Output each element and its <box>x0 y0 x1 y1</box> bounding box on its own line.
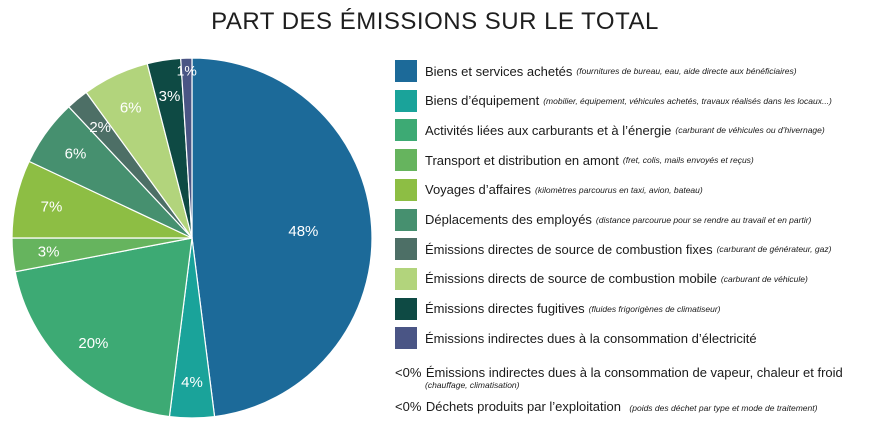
zero-prefix: <0% <box>395 365 422 380</box>
legend-item: Transport et distribution en amont (fret… <box>395 147 754 173</box>
legend-label: Déchets produits par l’exploitation <box>425 399 621 414</box>
legend-note: (poids des déchet par type et mode de tr… <box>629 403 818 413</box>
legend-swatch <box>395 149 417 172</box>
legend-swatch <box>395 119 417 142</box>
legend-item: Émissions directs de source de combustio… <box>395 266 808 292</box>
legend-label: Transport et distribution en amont <box>425 152 619 168</box>
slice-label: 2% <box>89 119 111 136</box>
legend-note: (fret, colis, mails envoyés et reçus) <box>622 155 754 166</box>
legend-note: (mobilier, équipement, véhicules achetés… <box>543 95 832 106</box>
zero-prefix: <0% <box>395 399 422 414</box>
legend-label: Émissions indirectes dues à la consommat… <box>425 330 757 346</box>
legend-note: (carburant de véhicules ou d’hivernage) <box>675 125 825 136</box>
legend-swatch <box>395 238 417 261</box>
legend-note: (fournitures de bureau, eau, aide direct… <box>576 66 797 76</box>
legend-swatch <box>395 208 417 231</box>
legend-label: Biens et services achetés <box>425 63 573 79</box>
legend-item: Émissions indirectes dues à la consommat… <box>395 325 761 351</box>
legend-note: (distance parcourue pour se rendre au tr… <box>595 214 812 225</box>
legend-item: Activités liées aux carburants et à l’én… <box>395 117 825 143</box>
legend-label: Voyages d’affaires <box>425 182 531 198</box>
legend-label: Activités liées aux carburants et à l’én… <box>425 122 672 138</box>
legend-swatch <box>395 267 417 290</box>
legend-label: Émissions directs de source de combustio… <box>425 271 717 287</box>
slice-label: 4% <box>181 374 203 391</box>
legend-note: (chauffage, climatisation) <box>425 380 520 390</box>
pie-slice <box>191 57 373 418</box>
slice-label: 7% <box>41 199 63 216</box>
legend-note: (kilomètres parcourus en taxi, avion, ba… <box>535 184 703 195</box>
legend-item: Voyages d’affaires (kilomètres parcourus… <box>395 177 703 203</box>
legend-swatch <box>395 60 417 82</box>
legend-swatch <box>395 178 417 201</box>
legend-swatch <box>395 297 417 320</box>
legend-zero-item: <0% Émissions indirectes dues à la conso… <box>395 364 843 390</box>
legend-swatch <box>395 327 417 350</box>
slice-label: 6% <box>65 145 87 162</box>
pie-slice <box>180 57 193 239</box>
legend-label: Déplacements des employés <box>425 212 592 227</box>
legend-label: Émissions directes de source de combusti… <box>425 241 713 257</box>
legend-swatch <box>395 89 417 112</box>
pie-chart: 48%4%20%3%7%6%2%6%3%1% <box>11 57 373 419</box>
legend-item: Biens et services achetés (fournitures d… <box>395 58 797 84</box>
slice-label: 3% <box>38 244 60 261</box>
legend-note: (carburant de générateur, gaz) <box>716 244 832 255</box>
legend-item: Déplacements des employés (distance parc… <box>395 207 811 233</box>
slice-label: 3% <box>159 88 181 105</box>
legend-zero-item: <0% Déchets produits par l’exploitation … <box>395 398 817 416</box>
legend-note: (carburant de véhicule) <box>720 273 808 284</box>
legend-label: Émissions indirectes dues à la consommat… <box>425 365 843 380</box>
legend-item: Émissions directes de source de combusti… <box>395 236 831 262</box>
legend-label: Biens d’équipement <box>425 93 540 109</box>
legend-item: Émissions directes fugitives (fluides fr… <box>395 296 720 322</box>
legend-note: (fluides frigorigènes de climatiseur) <box>588 303 721 314</box>
slice-label: 1% <box>177 63 197 79</box>
legend-label: Émissions directes fugitives <box>425 301 585 317</box>
slice-label: 6% <box>120 100 142 117</box>
legend-item: Biens d’équipement (mobilier, équipement… <box>395 88 832 114</box>
chart-title: PART DES ÉMISSIONS SUR LE TOTAL <box>211 8 659 35</box>
slice-label: 48% <box>288 223 318 240</box>
slice-label: 20% <box>78 335 108 352</box>
pie-slice <box>14 237 193 418</box>
